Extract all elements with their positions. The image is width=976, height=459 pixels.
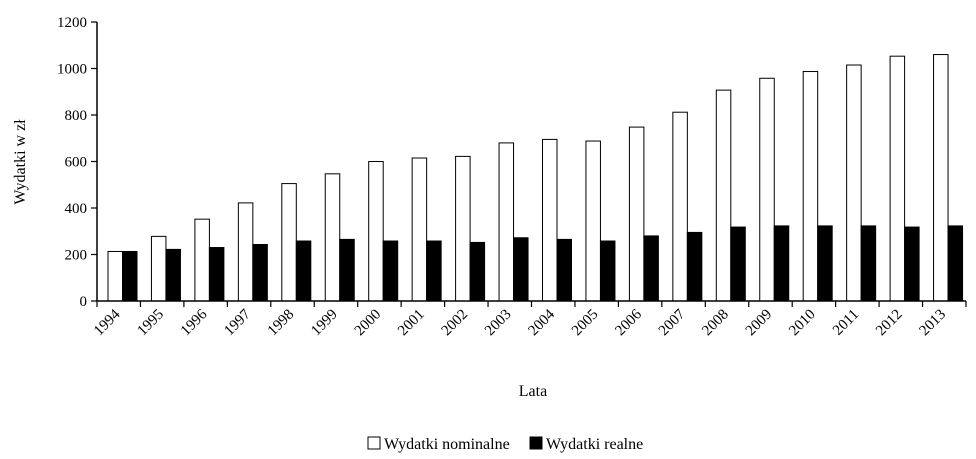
bar-nominal [759, 77, 775, 302]
bar-real [599, 240, 616, 302]
bars [107, 54, 964, 302]
bar-real [556, 238, 572, 302]
y-tick-label: 600 [65, 155, 88, 171]
x-tick-label: 1998 [265, 307, 298, 340]
x-tick-label: 2003 [482, 307, 515, 340]
x-tick-label: 2005 [569, 307, 602, 340]
bar-nominal [150, 235, 167, 302]
x-axis-title: Lata [519, 383, 547, 400]
x-tick-label: 2007 [656, 306, 689, 339]
y-ticks: 0 200 400 600 800 1000 1200 [57, 15, 97, 310]
x-tick-label: 1997 [221, 306, 254, 339]
bar-nominal [802, 71, 819, 302]
y-tick-label: 0 [80, 294, 88, 310]
legend-label-nominal: Wydatki nominalne [384, 436, 510, 453]
x-tick-label: 2001 [395, 307, 428, 340]
x-tick-label: 1996 [178, 306, 211, 339]
bar-nominal [585, 140, 601, 302]
bar-nominal [715, 89, 732, 302]
y-tick-label: 1200 [57, 15, 87, 31]
bar-real [686, 231, 703, 302]
y-tick-label: 200 [65, 248, 88, 264]
x-ticks: 1994 1995 1996 1997 1998 1999 2000 2001 2002 2003… [91, 301, 967, 340]
x-tick-label: 1994 [91, 306, 124, 339]
x-tick-label: 2006 [612, 306, 645, 339]
bar-real [295, 240, 312, 302]
x-tick-label: 2008 [699, 307, 732, 340]
bar-nominal [933, 54, 949, 302]
bar-nominal [672, 111, 688, 302]
x-tick-label: 2013 [917, 307, 950, 340]
bar-real [643, 235, 659, 302]
bar-nominal [846, 64, 862, 302]
x-tick-label: 2010 [786, 307, 819, 340]
y-tick-label: 1000 [57, 62, 87, 78]
x-tick-label: 2012 [873, 307, 906, 340]
legend: Wydatki nominalne Wydatki realne [367, 436, 643, 453]
bar-real [513, 237, 529, 302]
bar-real [947, 225, 964, 302]
bar-nominal [628, 126, 645, 302]
y-tick-label: 400 [65, 201, 88, 217]
y-axis-title: Wydatki w zł [12, 119, 29, 205]
x-tick-label: 2011 [830, 307, 862, 339]
x-tick-label: 2002 [439, 307, 472, 340]
x-tick-label: 1995 [134, 307, 167, 340]
bar-real [730, 226, 746, 302]
bar-real [382, 240, 399, 302]
bar-nominal [281, 183, 297, 302]
bar-real [469, 241, 486, 302]
bar-nominal [324, 173, 341, 302]
bar-real [426, 240, 442, 302]
bar-nominal [455, 155, 471, 302]
bar-nominal [107, 250, 123, 302]
bar-nominal [889, 55, 906, 302]
legend-swatch-nominal [367, 436, 381, 450]
bar-real [773, 225, 790, 302]
legend-swatch-real [529, 436, 543, 450]
legend-label-real: Wydatki realne [546, 436, 643, 453]
x-tick-label: 2009 [743, 307, 776, 340]
x-tick-label: 2004 [526, 306, 559, 339]
bar-real [860, 225, 877, 302]
bar-nominal [194, 218, 210, 302]
bar-nominal [498, 142, 515, 302]
bar-real [208, 247, 225, 302]
bar-nominal [411, 157, 428, 302]
x-tick-label: 1999 [308, 307, 341, 340]
x-tick-label: 2000 [352, 307, 385, 340]
y-tick-label: 800 [65, 108, 88, 124]
bar-real [817, 225, 833, 302]
bar-nominal [542, 138, 558, 302]
bar-real [904, 226, 920, 302]
bar-nominal [368, 161, 384, 302]
axes [96, 22, 966, 302]
bar-real [122, 250, 138, 302]
bar-real [252, 244, 268, 302]
bar-real [165, 248, 181, 302]
bar-nominal [237, 202, 254, 302]
bar-real [339, 238, 355, 302]
